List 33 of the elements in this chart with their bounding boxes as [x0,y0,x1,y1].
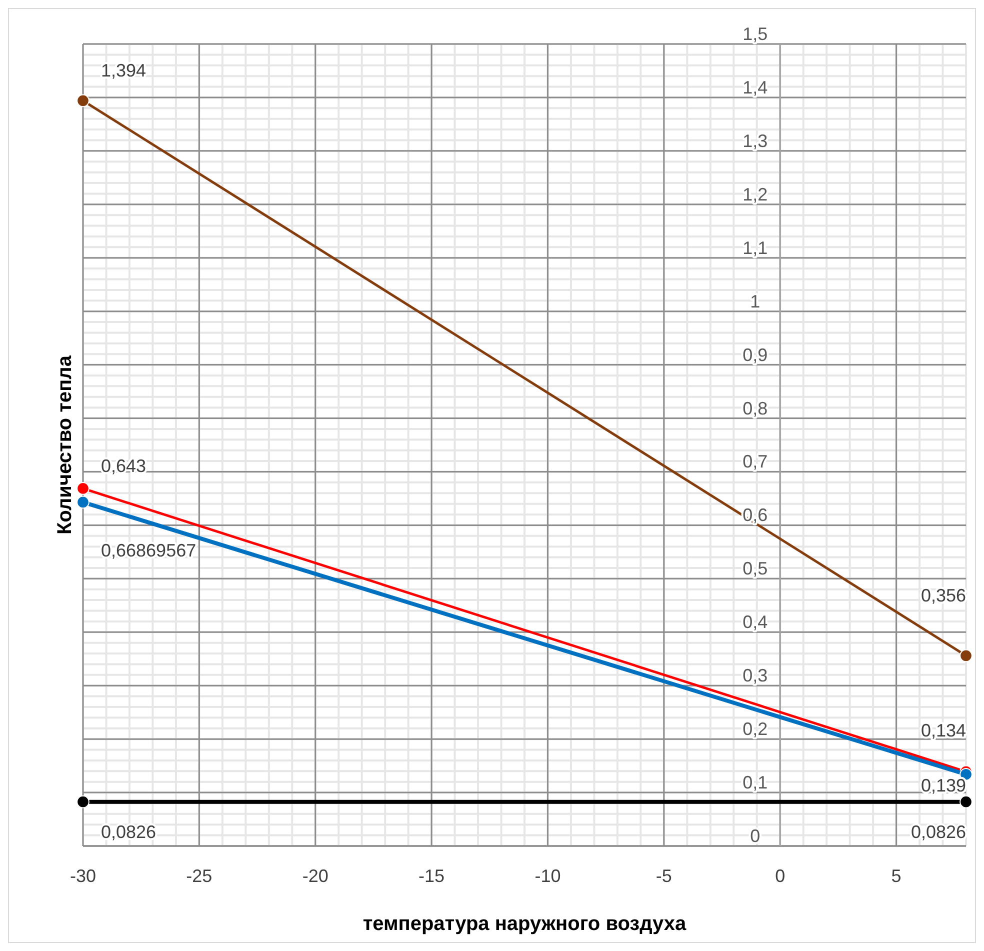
y-tick-label: 1,3 [742,130,768,151]
data-label: 0,356 [920,586,966,606]
y-tick-label: 0,2 [742,719,768,740]
y-tick-label: 0,9 [742,344,768,365]
y-tick-label: 1 [750,291,760,312]
y-tick-label: 0,1 [742,772,768,793]
x-tick-label: -5 [656,866,672,886]
data-label: 0,0826 [101,822,156,842]
y-tick-label: 0,6 [742,505,768,526]
x-tick-label: -25 [186,866,212,886]
data-label: 0,134 [920,720,966,740]
x-tick-label: -15 [418,866,445,886]
y-tick-label: 0 [750,826,760,846]
y-tick-label: 0,3 [742,666,768,686]
y-tick-label: 1,1 [742,238,768,258]
x-tick-label: 5 [891,866,902,886]
x-tick-label: -20 [302,866,328,886]
x-axis-title: температура наружного воздуха [362,913,688,935]
y-tick-label: 0,7 [742,452,768,472]
y-tick-label: 1,5 [742,24,768,44]
x-tick-label: -30 [70,866,96,886]
y-tick-label: 0,5 [742,558,768,579]
data-label: 0,0826 [910,822,966,842]
y-tick-label: 0,4 [742,612,768,632]
y-tick-label: 0,8 [742,398,768,418]
data-label: 1,394 [101,60,146,81]
y-tick-label: 1,4 [742,77,768,98]
x-tick-label: 0 [775,866,786,886]
x-tick-label: -10 [534,866,561,886]
data-label: 0,66869567 [101,540,196,560]
data-label: 0,139 [920,776,966,796]
y-tick-label: 1,2 [742,184,768,204]
y-axis-title: Количество тепла [54,354,76,534]
